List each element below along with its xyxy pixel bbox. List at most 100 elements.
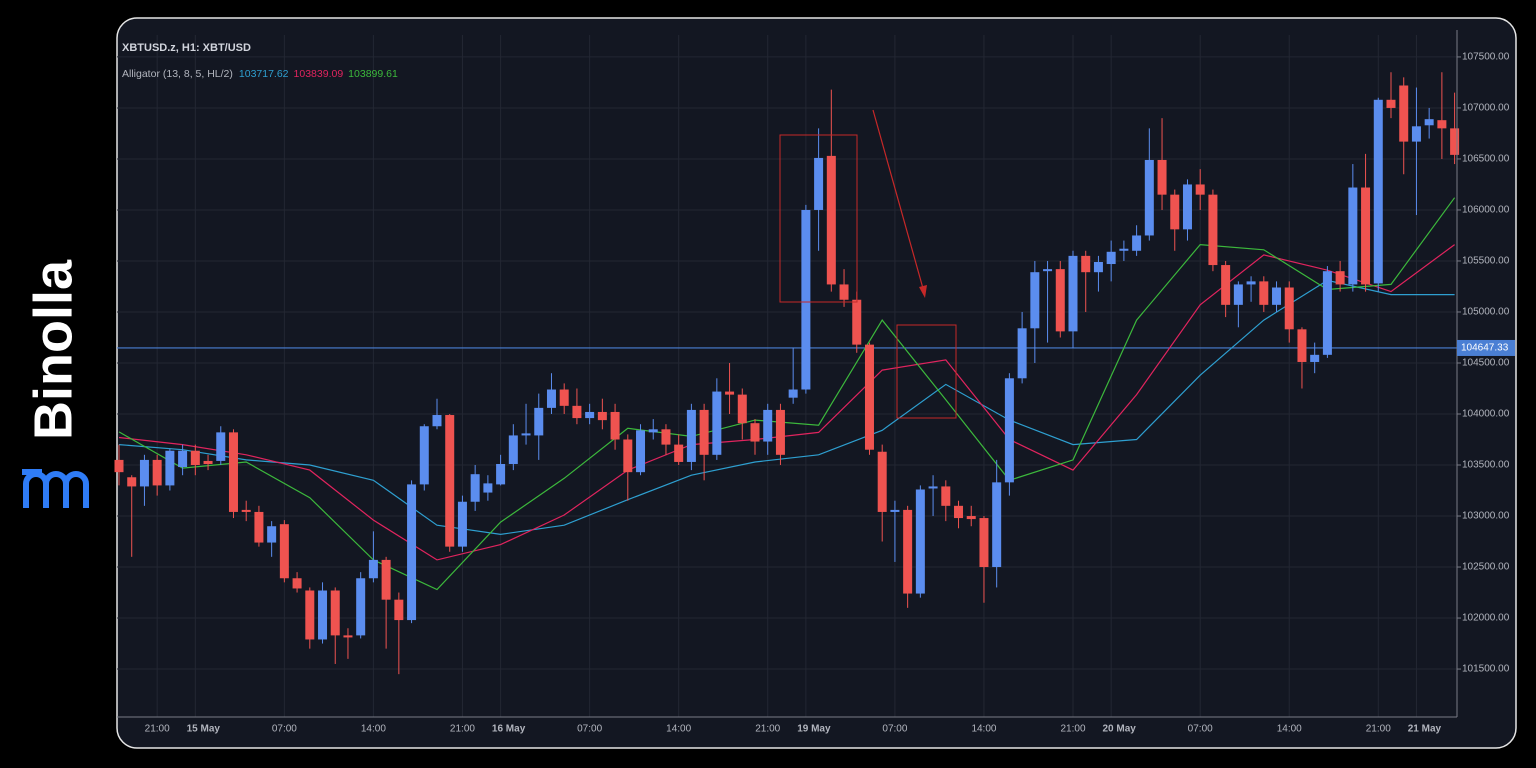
candle-body — [674, 444, 684, 462]
x-tick-label: 16 May — [492, 724, 526, 735]
candle-body — [585, 411, 595, 419]
highlight-box — [779, 134, 858, 303]
candle-body — [1259, 281, 1269, 305]
brand: Binolla — [22, 259, 89, 508]
x-tick-label: 07:00 — [882, 724, 907, 735]
candle-body — [597, 411, 607, 421]
candle-body — [292, 578, 302, 589]
candle-body — [1322, 271, 1332, 355]
candle-body — [610, 411, 620, 440]
x-tick-label: 07:00 — [1188, 724, 1213, 735]
candle-body — [381, 559, 391, 600]
candle-body — [534, 407, 544, 436]
candle-body — [763, 409, 773, 442]
candle-body — [1246, 281, 1256, 285]
candle-body — [241, 509, 251, 512]
candle-body — [890, 509, 900, 512]
candle-body — [1182, 184, 1192, 230]
candle-body — [190, 450, 200, 466]
y-tick-label: 104500.00 — [1462, 358, 1510, 369]
candle-body — [1437, 120, 1447, 129]
y-tick-label: 105500.00 — [1462, 256, 1510, 267]
candle-body — [368, 559, 378, 579]
candle-body — [521, 433, 531, 436]
candle-body — [407, 484, 417, 621]
y-tick-label: 107000.00 — [1462, 103, 1510, 114]
chart-frame — [116, 17, 1517, 749]
candle-body — [864, 344, 874, 450]
candle-body — [1208, 194, 1218, 266]
candle-body — [279, 524, 289, 579]
x-tick-label: 15 May — [187, 724, 221, 735]
candle-body — [305, 590, 315, 640]
x-tick-label: 21 May — [1408, 724, 1442, 735]
axes: 101500.00 102000.00 102500.00 103000.00 1035… — [145, 52, 1515, 735]
candle-body — [1093, 261, 1103, 273]
candle-body — [203, 460, 213, 464]
y-tick-label: 103500.00 — [1462, 460, 1510, 471]
candle-body — [1030, 272, 1040, 329]
indicator-lines — [117, 197, 1457, 591]
candle-body — [801, 209, 811, 390]
x-tick-label: 07:00 — [577, 724, 602, 735]
candle-body — [826, 155, 836, 285]
candle-body — [1297, 329, 1307, 362]
candle-body — [1272, 287, 1282, 305]
candle-body — [496, 463, 506, 485]
indicator-line — [118, 244, 1455, 561]
trend-arrow — [872, 109, 925, 293]
candle-body — [941, 486, 951, 506]
highlight-box — [896, 324, 957, 419]
candle-body — [267, 526, 277, 543]
candle-body — [419, 426, 429, 485]
x-tick-label: 21:00 — [1060, 724, 1085, 735]
legend-value: 103839.09 — [294, 68, 344, 80]
candle-body — [1221, 265, 1231, 305]
candle-body — [1348, 187, 1358, 285]
candle-body — [445, 415, 455, 547]
x-tick-label: 14:00 — [666, 724, 691, 735]
candle-body — [470, 474, 480, 502]
candle-body — [1081, 255, 1091, 273]
candle-body — [1017, 328, 1027, 379]
candle-body — [788, 389, 798, 398]
candle-body — [1284, 287, 1294, 330]
y-tick-label: 104000.00 — [1462, 409, 1510, 420]
candle-body — [139, 459, 149, 487]
candles — [114, 72, 1460, 675]
x-tick-label: 07:00 — [272, 724, 297, 735]
candle-body — [254, 511, 264, 543]
candle-body — [356, 578, 366, 636]
x-tick-label: 14:00 — [361, 724, 386, 735]
candle-body — [928, 486, 938, 489]
candle-body — [1399, 85, 1409, 142]
candle-body — [623, 439, 633, 473]
candle-body — [508, 435, 518, 464]
y-tick-label: 101500.00 — [1462, 664, 1510, 675]
candle-body — [750, 423, 760, 442]
candle-body — [216, 432, 226, 461]
legend-value: 103899.61 — [348, 68, 398, 80]
candle-body — [228, 432, 238, 512]
candle-body — [483, 483, 493, 493]
candle-body — [1157, 159, 1167, 195]
candle-body — [725, 391, 735, 395]
chart-title: XBTUSD.z, H1: XBT/USD — [122, 42, 251, 54]
candle-body — [432, 415, 442, 427]
candle-body — [1310, 354, 1320, 362]
candle-body — [648, 429, 658, 433]
candle-body — [114, 459, 124, 473]
candle-body — [152, 459, 162, 486]
y-tick-label: 105000.00 — [1462, 307, 1510, 318]
candle-body — [1195, 184, 1205, 195]
candle-body — [712, 391, 722, 455]
candle-body — [1119, 248, 1129, 251]
candle-body — [394, 599, 404, 621]
indicator-line — [118, 279, 1455, 536]
candle-body — [1068, 255, 1078, 332]
indicator-line — [118, 197, 1456, 591]
candle-body — [1106, 251, 1116, 265]
x-tick-label: 14:00 — [1277, 724, 1302, 735]
